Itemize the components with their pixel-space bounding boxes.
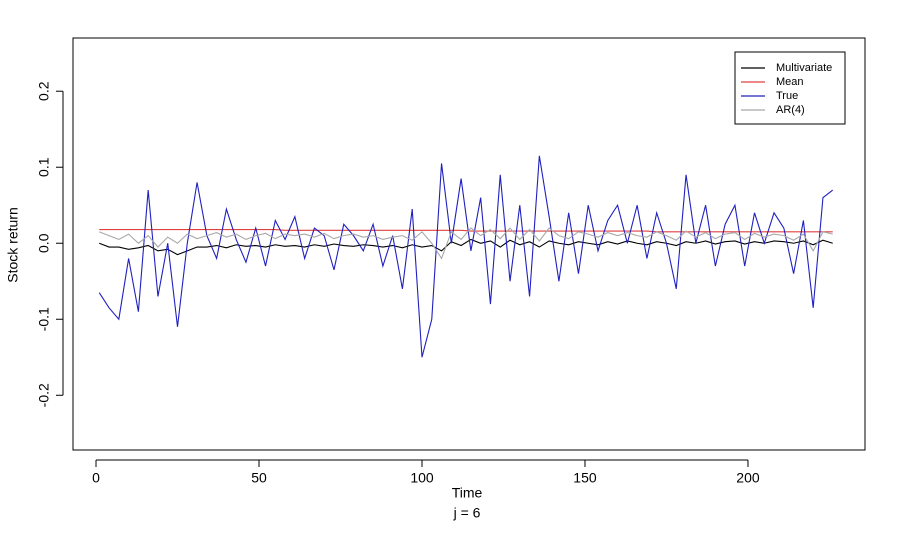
y-tick-label: -0.2 [36,383,52,407]
x-tick-label: 150 [573,470,597,486]
legend-label: Multivariate [776,62,832,74]
x-tick-label: 100 [410,470,434,486]
y-axis-label: Stock return [5,207,21,282]
legend-label: AR(4) [776,104,805,116]
series-line [99,227,833,260]
legend-label: True [776,90,798,102]
x-axis-label: Time [452,485,483,501]
series-line [99,238,833,256]
y-tick-label: 0.0 [36,233,52,253]
x-tick-label: 0 [92,470,100,486]
plot-frame [72,37,866,451]
y-tick-label: -0.1 [36,307,52,331]
y-tick-label: 0.1 [36,157,52,177]
x-tick-label: 50 [251,470,267,486]
subtitle: j = 6 [453,505,481,521]
y-tick-label: 0.2 [36,81,52,101]
legend-box [734,51,846,125]
x-tick-label: 200 [736,470,760,486]
series-line [98,155,834,358]
legend-label: Mean [776,76,804,88]
series-line [99,229,833,233]
legend: Multivariate Mean True AR(4) [734,51,846,125]
